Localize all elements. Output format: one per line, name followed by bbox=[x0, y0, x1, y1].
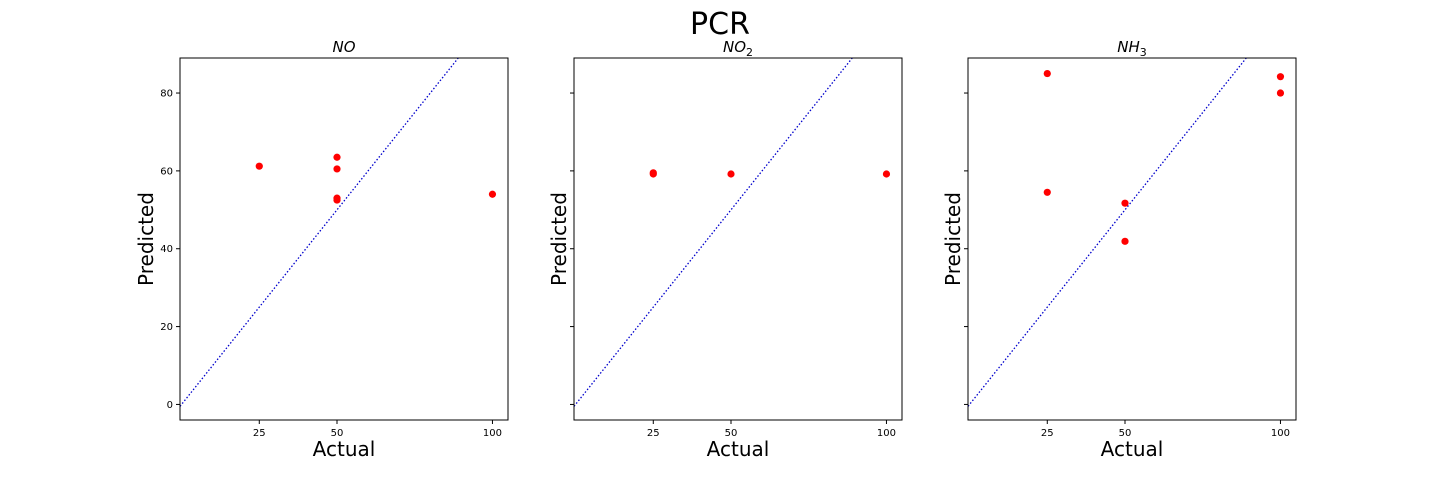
y-axis-label: Predicted bbox=[941, 192, 965, 286]
subplot-title: NH3 bbox=[1117, 38, 1147, 59]
data-point bbox=[649, 170, 657, 178]
data-point bbox=[333, 196, 341, 204]
plot-frame bbox=[967, 57, 1297, 421]
data-point bbox=[1121, 199, 1129, 207]
x-tick-label: 50 bbox=[331, 428, 344, 439]
x-axis-label: Actual bbox=[707, 437, 770, 461]
x-axis-label: Actual bbox=[1101, 437, 1164, 461]
subplot-title-main: NH bbox=[1117, 38, 1140, 56]
data-point bbox=[1276, 89, 1285, 97]
y-tick-label: 0 bbox=[167, 400, 173, 411]
subplot-title-subscript: 2 bbox=[746, 46, 753, 59]
data-point bbox=[727, 170, 735, 178]
data-point bbox=[1121, 237, 1129, 245]
subplot-3: 25 50 100 NH3 Actual Predicted bbox=[941, 38, 1297, 461]
data-point bbox=[255, 162, 263, 170]
data-point bbox=[1043, 69, 1051, 78]
subplot-1: 25 50 100 0 20 40 60 80 NO Actual Predicted bbox=[134, 38, 509, 461]
y-tick-label: 60 bbox=[160, 166, 173, 177]
x-tick-label: 50 bbox=[1119, 428, 1132, 439]
data-point bbox=[333, 153, 341, 161]
subplot-2: 25 50 100 NO2 Actual Predicted bbox=[547, 38, 903, 461]
reference-line bbox=[180, 58, 460, 408]
y-axis-label: Predicted bbox=[547, 192, 571, 286]
x-tick-label: 50 bbox=[725, 428, 738, 439]
subplot-title-subscript: 3 bbox=[1140, 46, 1147, 59]
data-point bbox=[882, 170, 891, 178]
x-tick-label: 25 bbox=[1041, 428, 1054, 439]
plot-frame bbox=[573, 57, 903, 421]
subplot-title-main: NO bbox=[723, 38, 746, 56]
figure-title: PCR bbox=[690, 7, 750, 42]
data-point bbox=[333, 165, 341, 173]
y-tick-label: 20 bbox=[160, 322, 173, 333]
x-tick-label: 25 bbox=[253, 428, 266, 439]
x-tick-label: 100 bbox=[877, 428, 896, 439]
reference-line bbox=[968, 58, 1248, 408]
plot-frame bbox=[179, 57, 509, 421]
y-tick-label: 80 bbox=[160, 89, 173, 100]
data-point bbox=[488, 190, 497, 198]
subplot-title-main: NO bbox=[332, 38, 355, 56]
x-tick-label: 100 bbox=[483, 428, 502, 439]
subplot-title: NO bbox=[332, 38, 355, 56]
y-axis-label: Predicted bbox=[134, 192, 158, 286]
y-tick-label: 40 bbox=[160, 244, 173, 255]
x-axis-label: Actual bbox=[313, 437, 376, 461]
subplot-title: NO2 bbox=[723, 38, 753, 59]
data-point bbox=[1276, 73, 1285, 81]
panels: 25 50 100 0 20 40 60 80 NO Actual Predicted 25 50 100… bbox=[134, 38, 1297, 461]
x-tick-label: 100 bbox=[1271, 428, 1290, 439]
data-point bbox=[1043, 188, 1051, 196]
x-tick-label: 25 bbox=[647, 428, 660, 439]
reference-line bbox=[574, 58, 854, 408]
